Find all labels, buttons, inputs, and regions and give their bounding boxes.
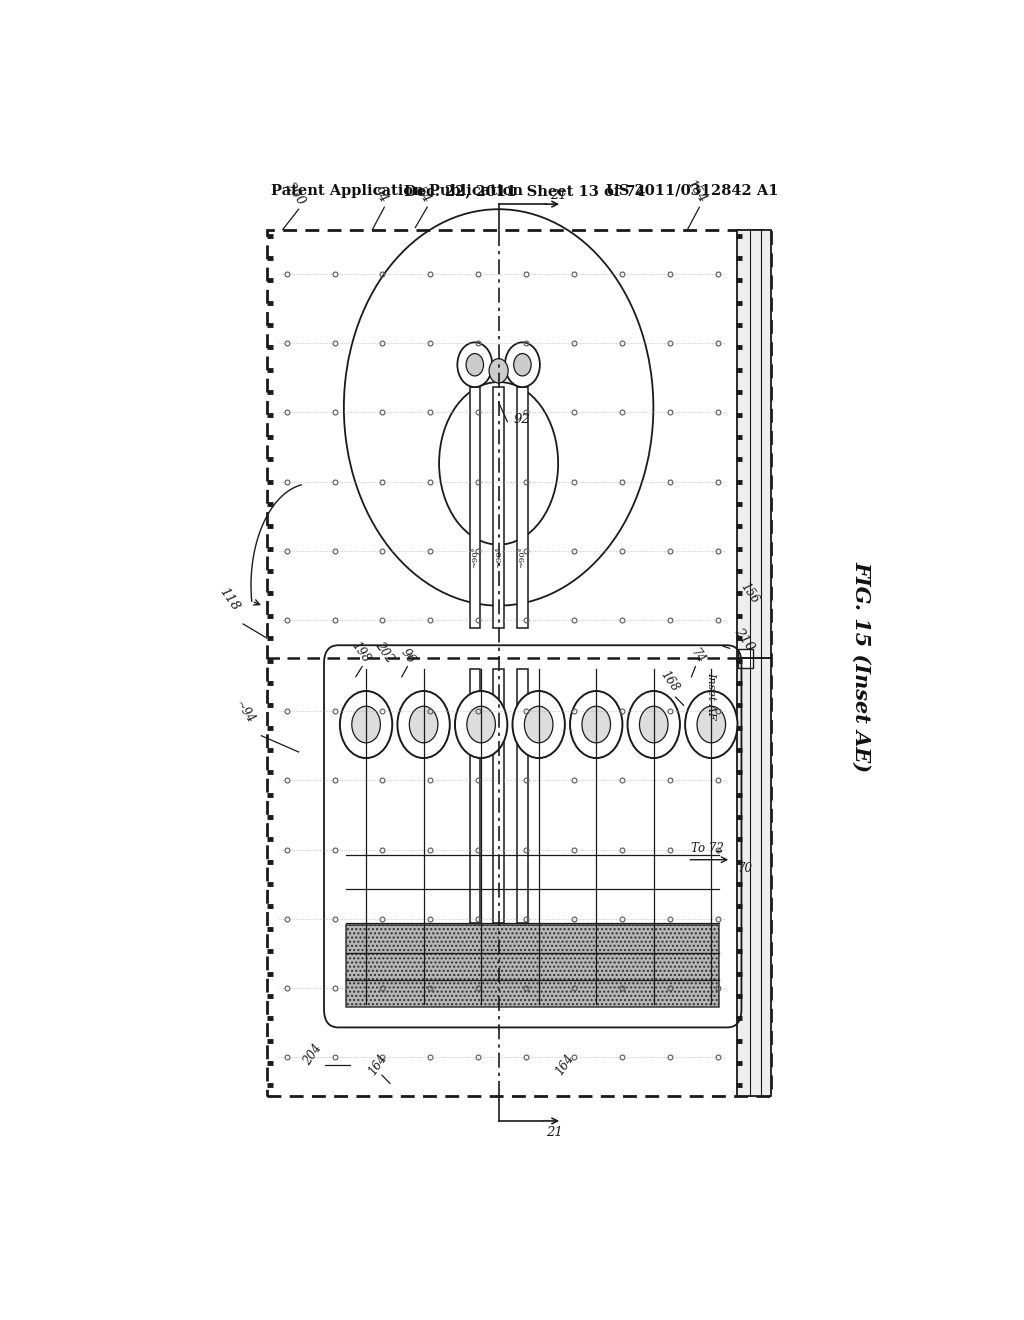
Circle shape bbox=[455, 690, 507, 758]
Text: Inset AF: Inset AF bbox=[706, 672, 716, 719]
Bar bbox=[494, 387, 504, 628]
Circle shape bbox=[489, 359, 508, 383]
Text: FIG. 15 (Inset AE): FIG. 15 (Inset AE) bbox=[852, 561, 872, 772]
Bar bbox=[470, 669, 480, 923]
Text: 154: 154 bbox=[684, 177, 709, 205]
Circle shape bbox=[524, 706, 553, 743]
Text: 74: 74 bbox=[688, 645, 708, 665]
Text: 198: 198 bbox=[348, 640, 372, 665]
Text: 204: 204 bbox=[301, 1043, 325, 1068]
Text: 202: 202 bbox=[373, 640, 396, 665]
Bar bbox=[738, 649, 753, 668]
Text: 118: 118 bbox=[217, 586, 242, 614]
Text: 96: 96 bbox=[397, 645, 417, 665]
Circle shape bbox=[582, 706, 610, 743]
Text: 210: 210 bbox=[731, 626, 756, 653]
Text: Patent Application Publication: Patent Application Publication bbox=[270, 183, 523, 198]
Text: To 72: To 72 bbox=[691, 842, 724, 854]
Circle shape bbox=[697, 706, 726, 743]
Text: 200: 200 bbox=[283, 180, 308, 207]
Text: 21: 21 bbox=[550, 189, 567, 202]
Bar bbox=[494, 669, 504, 923]
Circle shape bbox=[505, 342, 540, 387]
Text: 21: 21 bbox=[546, 1126, 563, 1139]
Circle shape bbox=[466, 354, 483, 376]
Circle shape bbox=[570, 690, 623, 758]
Bar bbox=[517, 387, 527, 628]
Text: ~90°: ~90° bbox=[495, 546, 503, 568]
Text: 164: 164 bbox=[367, 1052, 390, 1078]
Circle shape bbox=[352, 706, 380, 743]
Circle shape bbox=[628, 690, 680, 758]
Circle shape bbox=[639, 706, 668, 743]
Text: US 2011/0312842 A1: US 2011/0312842 A1 bbox=[606, 183, 778, 198]
Circle shape bbox=[458, 342, 493, 387]
Circle shape bbox=[410, 706, 438, 743]
Bar bbox=[267, 230, 771, 1096]
Text: 156: 156 bbox=[737, 581, 761, 607]
Text: ~90°: ~90° bbox=[518, 546, 526, 568]
Bar bbox=[470, 387, 480, 628]
Circle shape bbox=[514, 354, 531, 376]
Bar bbox=[346, 925, 719, 1007]
Text: 70: 70 bbox=[737, 862, 753, 875]
Circle shape bbox=[340, 690, 392, 758]
Circle shape bbox=[397, 690, 450, 758]
Text: 94: 94 bbox=[370, 183, 390, 205]
Text: 168: 168 bbox=[658, 668, 682, 694]
Bar bbox=[517, 669, 527, 923]
Bar bbox=[737, 230, 771, 1096]
Circle shape bbox=[512, 690, 565, 758]
Text: 92: 92 bbox=[514, 413, 530, 425]
Text: ~90°: ~90° bbox=[471, 546, 479, 568]
Circle shape bbox=[685, 690, 737, 758]
Text: Dec. 22, 2011  Sheet 13 of 74: Dec. 22, 2011 Sheet 13 of 74 bbox=[404, 183, 645, 198]
Text: ~94: ~94 bbox=[232, 698, 258, 726]
Circle shape bbox=[467, 706, 496, 743]
Text: 54: 54 bbox=[414, 183, 434, 205]
Text: 164: 164 bbox=[553, 1052, 577, 1078]
